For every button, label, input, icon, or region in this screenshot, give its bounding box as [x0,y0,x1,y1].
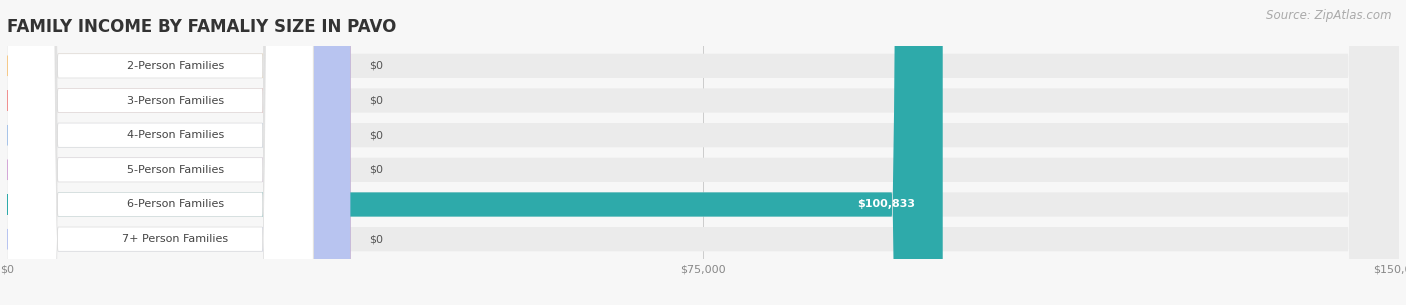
Text: FAMILY INCOME BY FAMALIY SIZE IN PAVO: FAMILY INCOME BY FAMALIY SIZE IN PAVO [7,18,396,36]
FancyBboxPatch shape [7,0,350,305]
Text: $100,833: $100,833 [856,199,915,210]
Text: $0: $0 [368,61,382,71]
Text: 4-Person Families: 4-Person Families [127,130,224,140]
FancyBboxPatch shape [7,0,350,305]
Text: $0: $0 [368,95,382,106]
FancyBboxPatch shape [7,0,314,305]
FancyBboxPatch shape [7,0,350,305]
FancyBboxPatch shape [7,0,1399,305]
Text: $0: $0 [368,234,382,244]
FancyBboxPatch shape [7,0,1399,305]
Text: 2-Person Families: 2-Person Families [127,61,224,71]
Text: Source: ZipAtlas.com: Source: ZipAtlas.com [1267,9,1392,22]
FancyBboxPatch shape [7,0,314,305]
Text: 7+ Person Families: 7+ Person Families [122,234,229,244]
FancyBboxPatch shape [7,0,314,305]
Text: 3-Person Families: 3-Person Families [127,95,224,106]
Text: 5-Person Families: 5-Person Families [127,165,224,175]
Text: $0: $0 [368,165,382,175]
FancyBboxPatch shape [7,0,942,305]
FancyBboxPatch shape [7,0,314,305]
FancyBboxPatch shape [7,0,350,305]
FancyBboxPatch shape [7,0,1399,305]
FancyBboxPatch shape [7,0,314,305]
FancyBboxPatch shape [7,0,314,305]
FancyBboxPatch shape [7,0,1399,305]
Text: $0: $0 [368,130,382,140]
FancyBboxPatch shape [7,0,1399,305]
FancyBboxPatch shape [7,0,1399,305]
FancyBboxPatch shape [7,0,350,305]
Text: 6-Person Families: 6-Person Families [127,199,224,210]
